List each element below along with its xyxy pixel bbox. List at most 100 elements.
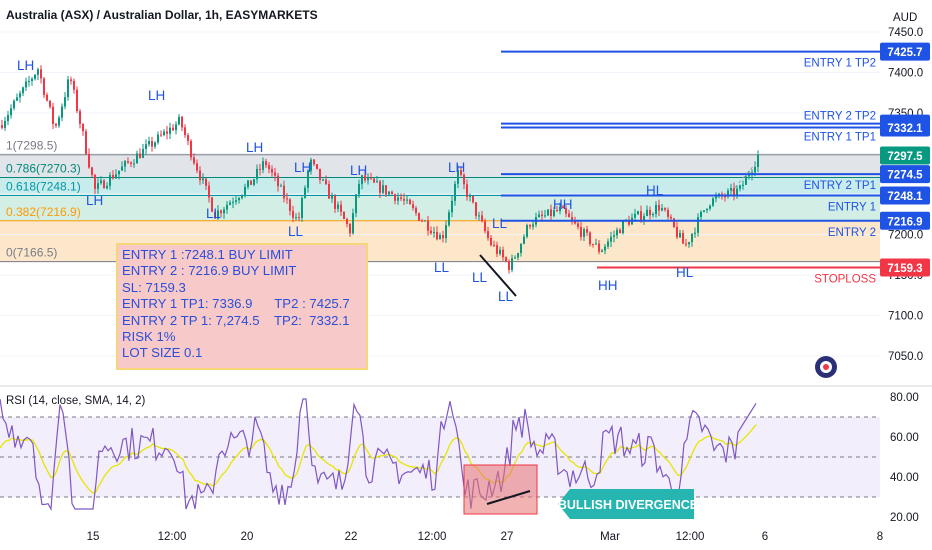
candle-body <box>118 170 120 175</box>
candle-body <box>583 229 585 237</box>
candle-body <box>436 231 438 240</box>
swing-label: LL <box>498 289 514 304</box>
candle-body <box>49 100 51 107</box>
candle-body <box>31 78 33 82</box>
divergence-line-price <box>479 254 517 297</box>
candle-body <box>613 235 615 237</box>
candle-body <box>151 141 153 147</box>
candle-body <box>1 125 3 128</box>
candle-body <box>22 87 24 94</box>
candle-body <box>343 211 345 220</box>
candle-body <box>148 141 150 145</box>
candle-body <box>394 194 396 201</box>
candle-body <box>529 225 531 227</box>
candle-body <box>730 188 732 191</box>
candle-body <box>460 170 462 175</box>
candle-body <box>550 209 552 217</box>
candle-body <box>79 111 81 124</box>
price-tag: 7216.9 <box>887 216 922 228</box>
candle-body <box>445 225 447 239</box>
level-label: STOPLOSS <box>814 273 876 285</box>
candle-body <box>4 120 6 128</box>
candle-body <box>409 199 411 205</box>
candle-body <box>172 127 174 131</box>
candle-body <box>370 177 372 179</box>
candle-body <box>559 206 561 212</box>
swing-label: LL <box>492 216 508 231</box>
candle-body <box>220 210 222 214</box>
candle-body <box>604 246 606 251</box>
candle-body <box>67 79 69 98</box>
candle-body <box>739 185 741 189</box>
trade-plan-line-4: ENTRY 1 TP1: 7336.9 TP2 : 7425.7 <box>122 296 350 312</box>
trade-plan-line-5: ENTRY 2 TP 1: 7,274.5 TP2: 7332.1 <box>122 312 350 328</box>
candle-body <box>145 144 147 149</box>
swing-label: LH <box>148 88 165 103</box>
candle-body <box>367 177 369 181</box>
candle-body <box>205 178 207 186</box>
price-tick: 7100.0 <box>888 311 923 323</box>
candle-body <box>181 116 183 128</box>
candle-body <box>700 211 702 218</box>
candle-body <box>310 159 312 171</box>
candle-body <box>364 175 366 181</box>
candle-body <box>547 209 549 216</box>
candle-body <box>328 184 330 199</box>
level-label: ENTRY 1 TP1 <box>804 131 876 143</box>
candle-body <box>319 168 321 180</box>
time-tick: 6 <box>762 531 768 543</box>
candle-body <box>214 211 216 219</box>
candle-body <box>646 209 648 217</box>
trade-plan-line-2: ENTRY 2 : 7216.9 BUY LIMIT <box>122 263 297 279</box>
level-label: ENTRY 2 TP2 <box>804 111 876 123</box>
time-tick: 8 <box>877 531 883 543</box>
candle-body <box>505 257 507 262</box>
candle-body <box>667 209 669 217</box>
candle-body <box>229 202 231 205</box>
candle-body <box>526 225 528 237</box>
projection-line <box>730 162 757 193</box>
price-tag-bg <box>880 118 930 137</box>
candle-body <box>592 243 594 245</box>
candle-body <box>136 153 138 164</box>
candle-body <box>439 235 441 240</box>
candle-body <box>304 187 306 198</box>
candle-body <box>661 208 663 211</box>
candle-body <box>211 197 213 212</box>
candle-body <box>160 134 162 136</box>
candle-body <box>757 155 759 167</box>
candle-body <box>361 175 363 185</box>
candle-body <box>178 116 180 125</box>
rsi-line <box>0 398 757 512</box>
candle-body <box>73 80 75 90</box>
candle-body <box>391 191 393 195</box>
candle-body <box>25 81 27 88</box>
candle-body <box>301 197 303 218</box>
candle-body <box>691 233 693 243</box>
candle-body <box>733 188 735 196</box>
candle-body <box>556 210 558 212</box>
candle-body <box>253 179 255 185</box>
price-tag: 7248.1 <box>887 191 923 203</box>
candle-body <box>88 153 90 168</box>
candle-body <box>400 197 402 199</box>
candle-body <box>484 221 486 232</box>
price-tag-bg <box>880 211 930 230</box>
candle-body <box>10 108 12 116</box>
trade-plan-line-6: RISK 1% <box>122 329 176 345</box>
candle-body <box>226 204 228 210</box>
candle-body <box>61 106 63 118</box>
candle-body <box>16 97 18 101</box>
candle-body <box>355 194 357 214</box>
candle-body <box>115 174 117 179</box>
candle-body <box>628 220 630 225</box>
level-label: ENTRY 1 TP2 <box>804 58 876 70</box>
price-tick: 7200.0 <box>888 230 923 242</box>
candle-body <box>268 165 270 170</box>
candle-body <box>472 195 474 203</box>
swing-label: LL <box>434 260 450 275</box>
candle-body <box>517 252 519 258</box>
price-tag-bg <box>880 146 930 165</box>
swing-label: HL <box>646 183 664 198</box>
